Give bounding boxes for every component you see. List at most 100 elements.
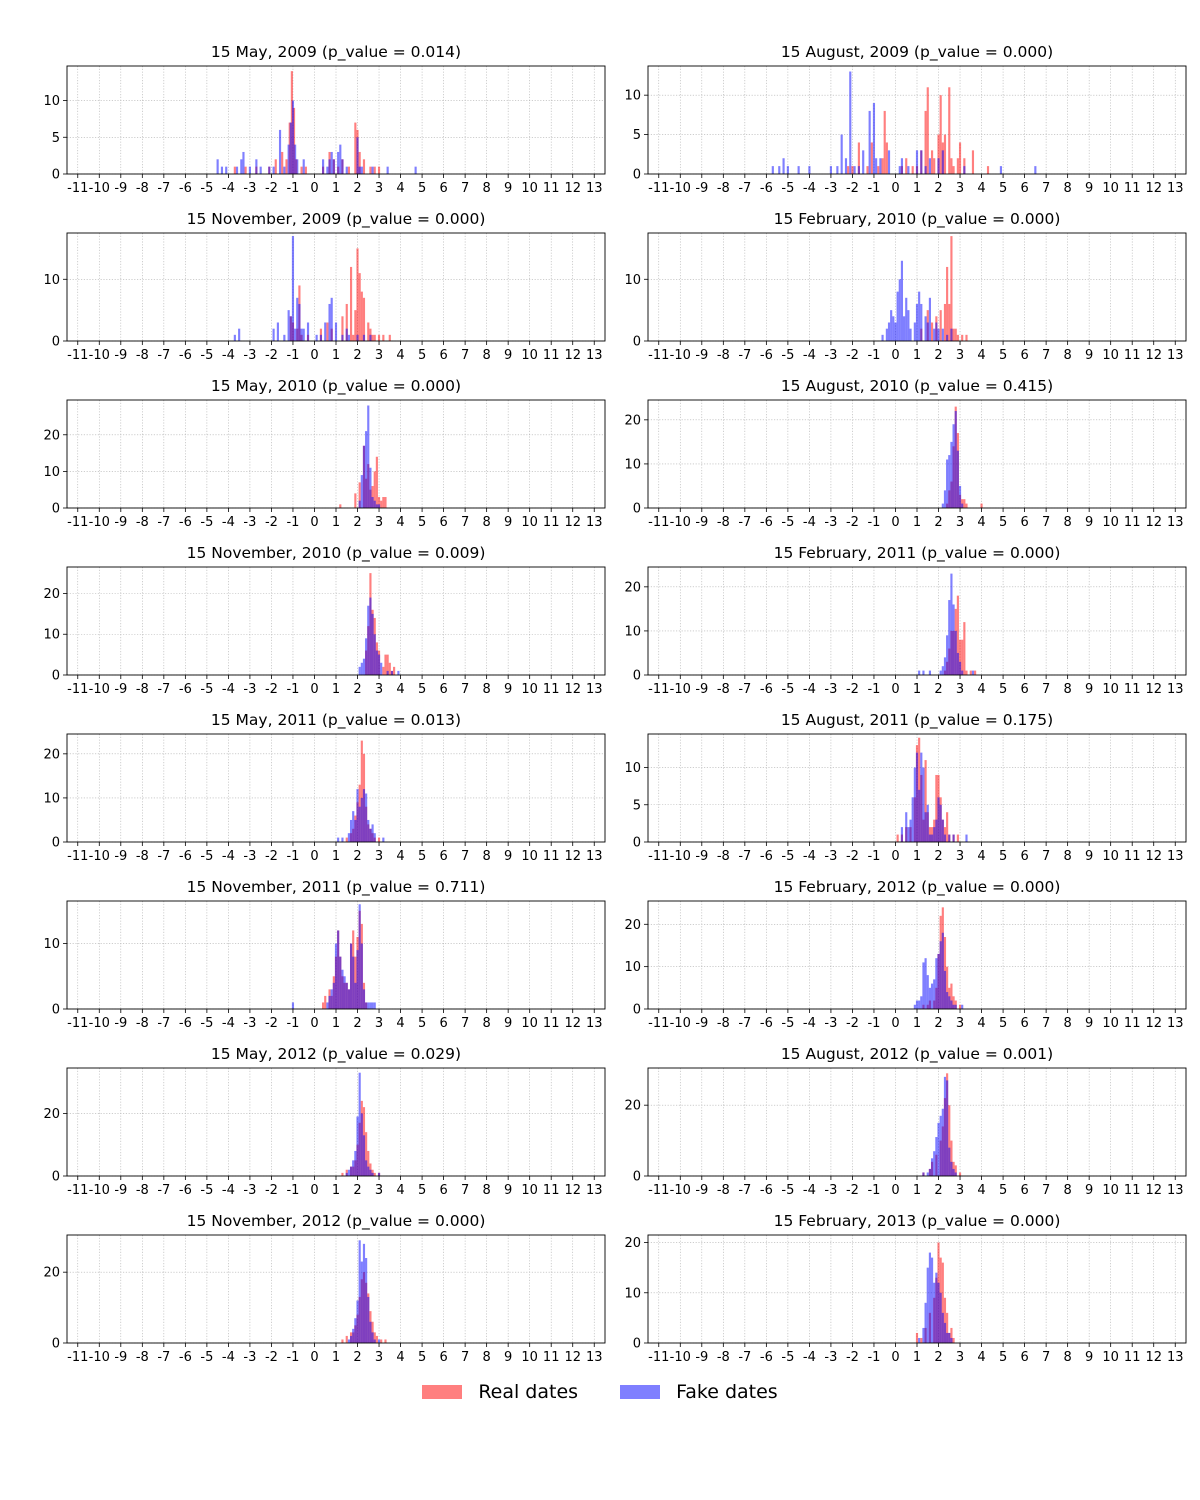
x-tick-label: 1 <box>332 1016 340 1031</box>
bar-real-dates <box>952 166 955 174</box>
bar-fake-dates <box>294 328 297 341</box>
bar-fake-dates <box>926 1172 929 1176</box>
bar-fake-dates <box>289 122 292 174</box>
x-tick-label: -7 <box>738 348 751 363</box>
bar-fake-dates <box>360 943 363 1009</box>
x-tick-label: -5 <box>781 682 794 697</box>
x-tick-label: -10 <box>670 682 691 697</box>
x-tick-label: 12 <box>564 1350 581 1365</box>
bar-fake-dates <box>296 159 299 174</box>
x-tick-label: 7 <box>461 682 469 697</box>
bar-fake-dates <box>328 995 331 1009</box>
bar-real-dates <box>341 1339 344 1343</box>
histogram-panel-12: -11 -10 -9 -8 -7 -6 -5 -4 -3 -2 -1 0 1 2 3 4 5 6 7 8 9 10 11 12… <box>624 878 1187 1031</box>
y-tick-label: 0 <box>633 669 641 684</box>
x-tick-label: -11 <box>67 849 88 864</box>
bar-real-dates <box>388 662 391 675</box>
bar-fake-dates <box>334 943 338 1009</box>
bar-fake-dates <box>952 834 955 842</box>
y-tick-label: 0 <box>633 836 641 851</box>
bar-fake-dates <box>946 1080 949 1176</box>
bar-fake-dates <box>345 166 348 174</box>
bar-fake-dates <box>913 1004 916 1009</box>
bar-real-dates <box>943 134 947 174</box>
x-tick-label: 13 <box>1167 1016 1184 1031</box>
x-tick-label: -3 <box>824 181 837 196</box>
x-tick-label: -1 <box>867 348 880 363</box>
bar-real-dates <box>380 1339 383 1343</box>
x-tick-label: -4 <box>222 849 235 864</box>
chart-title: 15 August, 2011 (p_value = 0.175) <box>781 711 1053 730</box>
bar-real-dates <box>386 654 389 675</box>
bar-fake-dates <box>362 445 366 508</box>
bar-fake-dates <box>360 1261 363 1343</box>
bar-fake-dates <box>943 1322 947 1343</box>
y-tick-label: 20 <box>624 413 641 428</box>
bar-fake-dates <box>926 322 929 341</box>
chart-title: 15 August, 2010 (p_value = 0.415) <box>781 377 1053 396</box>
x-tick-label: 2 <box>934 1350 942 1365</box>
x-tick-label: -9 <box>114 181 127 196</box>
bar-real-dates <box>958 1172 962 1176</box>
bar-fake-dates <box>905 297 908 341</box>
bar-fake-dates <box>356 1300 359 1343</box>
x-tick-label: -6 <box>760 1016 773 1031</box>
bar-fake-dates <box>935 819 938 842</box>
bar-real-dates <box>954 1165 957 1176</box>
x-tick-label: 12 <box>564 515 581 530</box>
bar-fake-dates <box>887 150 891 174</box>
bar-fake-dates <box>939 1292 942 1343</box>
x-tick-label: -4 <box>803 1016 816 1031</box>
bar-real-dates <box>905 158 908 174</box>
x-tick-label: 4 <box>977 348 985 363</box>
y-tick-label: 20 <box>43 428 60 443</box>
bar-fake-dates <box>377 504 381 508</box>
x-tick-label: -5 <box>200 348 213 363</box>
x-tick-label: -11 <box>648 682 669 697</box>
bar-fake-dates <box>358 1072 361 1176</box>
bar-fake-dates <box>371 1172 374 1176</box>
bar-fake-dates <box>362 1135 366 1176</box>
bar-fake-dates <box>948 1147 951 1176</box>
bar-fake-dates <box>373 1002 376 1009</box>
y-tick-label: 0 <box>52 502 60 517</box>
bar-fake-dates <box>358 500 361 508</box>
x-tick-label: -2 <box>265 849 278 864</box>
bar-fake-dates <box>268 166 271 174</box>
bar-real-dates <box>388 334 391 341</box>
x-tick-label: -5 <box>200 1350 213 1365</box>
bar-real-dates <box>281 151 284 174</box>
x-tick-label: 0 <box>310 181 318 196</box>
x-tick-label: 6 <box>439 515 447 530</box>
bar-real-dates <box>961 334 964 341</box>
bar-fake-dates <box>915 303 919 341</box>
x-tick-label: -9 <box>695 1016 708 1031</box>
bar-fake-dates <box>836 166 839 174</box>
y-tick-label: 5 <box>633 798 641 813</box>
bar-real-dates <box>354 122 357 174</box>
x-tick-label: 4 <box>977 515 985 530</box>
bar-fake-dates <box>862 150 865 174</box>
bar-fake-dates <box>354 1150 357 1176</box>
bar-fake-dates <box>300 328 303 341</box>
bar-fake-dates <box>915 1000 919 1009</box>
x-tick-label: 12 <box>1145 181 1162 196</box>
x-tick-label: 6 <box>1020 682 1028 697</box>
bar-real-dates <box>285 159 288 174</box>
x-tick-label: 13 <box>1167 348 1184 363</box>
x-tick-label: 4 <box>977 1016 985 1031</box>
bar-fake-dates <box>971 670 975 675</box>
bar-fake-dates <box>362 658 366 675</box>
x-tick-label: -4 <box>803 849 816 864</box>
bar-real-dates <box>365 1132 368 1176</box>
x-tick-label: -4 <box>803 682 816 697</box>
x-tick-label: 2 <box>353 849 361 864</box>
x-tick-label: -1 <box>286 515 299 530</box>
histogram-panel-16: -11 -10 -9 -8 -7 -6 -5 -4 -3 -2 -1 0 1 2 3 4 5 6 7 8 9 10 11 12… <box>624 1212 1187 1365</box>
x-tick-label: -7 <box>738 1350 751 1365</box>
bar-fake-dates <box>778 166 781 174</box>
x-tick-label: 11 <box>543 682 560 697</box>
bar-fake-dates <box>941 1108 944 1176</box>
y-tick-label: 0 <box>52 669 60 684</box>
bar-fake-dates <box>937 158 940 174</box>
